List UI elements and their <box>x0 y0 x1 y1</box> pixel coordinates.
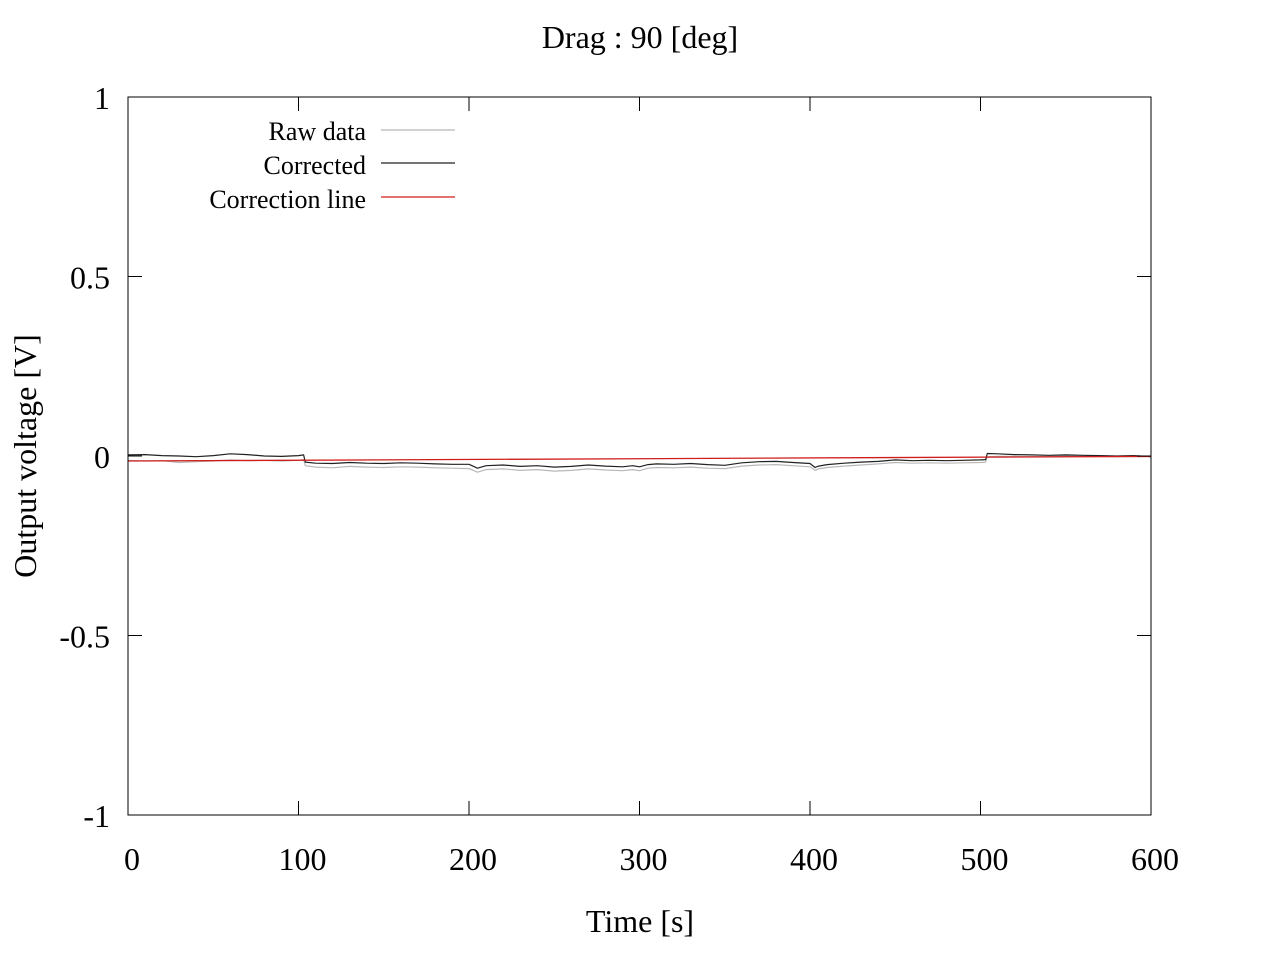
series-line-corrected <box>127 452 1152 469</box>
y-tick-label: -1 <box>83 798 110 834</box>
legend-label-corrected: Corrected <box>263 151 366 180</box>
legend: Raw data Corrected Correction line <box>209 117 455 214</box>
ticks-layer <box>127 96 1152 816</box>
legend-entry-correction-line: Correction line <box>209 185 455 214</box>
x-axis-title: Time [s] <box>586 903 694 939</box>
x-tick-label: 600 <box>1131 841 1179 877</box>
x-tick-label: 400 <box>790 841 838 877</box>
legend-label-correction-line: Correction line <box>209 185 366 214</box>
x-tick-label: 300 <box>620 841 668 877</box>
tick-labels-layer: 0 100 200 300 400 500 600 -1 -0.5 0 0.5 1 <box>59 80 1179 877</box>
y-tick-label: 0.5 <box>70 260 110 296</box>
x-tick-label: 200 <box>449 841 497 877</box>
y-tick-label: 0 <box>94 439 110 475</box>
chart-title: Drag : 90 [deg] <box>542 19 738 55</box>
y-axis-title: Output voltage [V] <box>7 334 43 578</box>
legend-label-raw-data: Raw data <box>269 117 367 146</box>
plot-area <box>127 452 1152 473</box>
legend-entry-raw-data: Raw data <box>269 117 455 146</box>
series-layer <box>127 452 1152 473</box>
series-line-raw-data <box>127 455 1152 473</box>
x-tick-label: 0 <box>124 841 140 877</box>
y-tick-label: 1 <box>94 80 110 116</box>
y-tick-label: -0.5 <box>59 619 110 655</box>
legend-entry-corrected: Corrected <box>263 151 455 180</box>
x-tick-label: 500 <box>961 841 1009 877</box>
x-tick-label: 100 <box>279 841 327 877</box>
series-line-correction-line <box>127 455 1152 462</box>
